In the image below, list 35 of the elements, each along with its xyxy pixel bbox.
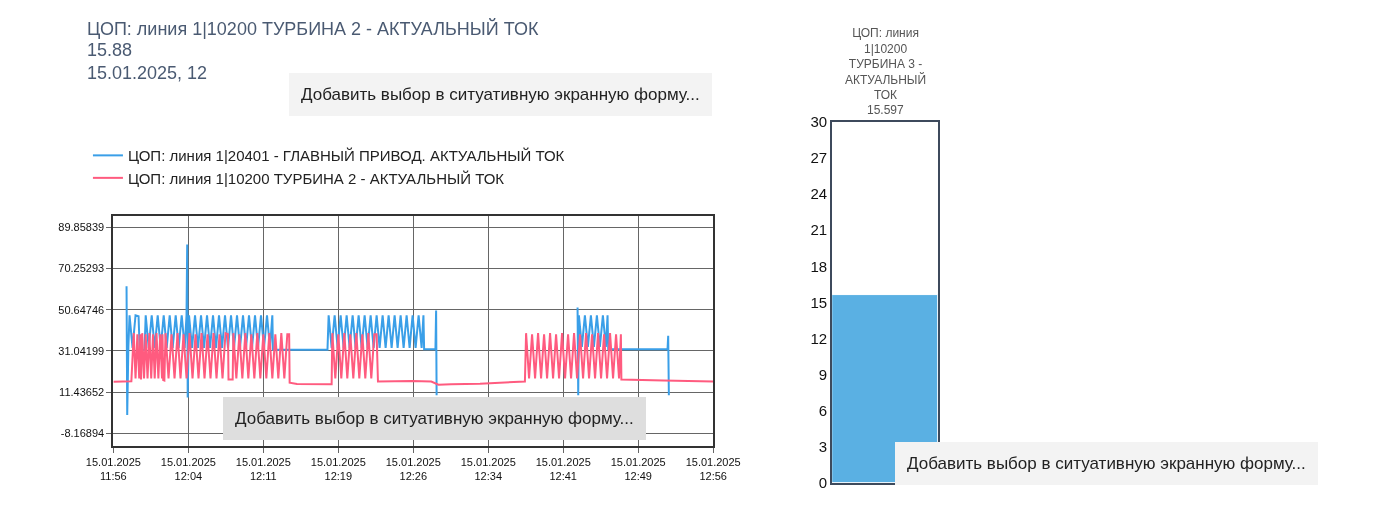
x-tick-label: 15.01.2025 12:26 <box>385 456 441 483</box>
y-tick-label: 89.85839 <box>58 221 105 234</box>
y-tick-label: 50.64746 <box>58 303 105 316</box>
x-tick-label: 15.01.2025 12:56 <box>685 456 741 483</box>
y-tick-label: 15 <box>810 293 828 311</box>
x-tick-label: 15.01.2025 12:04 <box>160 456 216 483</box>
chart-subtitle: 15.88 15.01.2025, 12 <box>87 40 208 84</box>
y-tick-label: 30 <box>810 113 828 131</box>
x-tick-label: 15.01.2025 11:56 <box>85 456 141 483</box>
y-tick-label: 0 <box>818 473 828 491</box>
annotation: Добавить выбор в ситуативную экранную форму... <box>907 454 1306 473</box>
y-tick-label: 31.04199 <box>58 344 105 357</box>
y-tick-label: 9 <box>818 365 828 383</box>
chart-title: ЦОП: линия 1|10200 ТУРБИНА 2 - АКТУАЛЬНЫЙ ТОК <box>87 18 539 39</box>
y-tick-label: 24 <box>810 185 828 203</box>
legend-label: ЦОП: линия 1|20401 - ГЛАВНЫЙ ПРИВОД. АКТУАЛЬНЫЙ ТОК <box>127 147 565 165</box>
x-tick-label: 15.01.2025 12:49 <box>610 456 666 483</box>
y-tick-label: 70.25293 <box>58 262 105 275</box>
x-tick-label: 15.01.2025 12:19 <box>310 456 366 483</box>
y-tick-label: 27 <box>810 149 828 167</box>
y-tick-label: 21 <box>810 221 828 239</box>
y-tick-label: 12 <box>810 329 828 347</box>
y-tick-label: 18 <box>810 257 828 275</box>
x-tick-label: 15.01.2025 12:11 <box>235 456 291 483</box>
y-tick-label: 6 <box>818 401 828 419</box>
chart-title: ЦОП: линия 1|10200 ТУРБИНА 3 - АКТУАЛЬНЫЙ ТОК <box>845 26 927 103</box>
x-tick-label: 15.01.2025 12:41 <box>535 456 591 483</box>
y-tick-label: 3 <box>818 437 828 455</box>
chart-subtitle: 15.597 <box>867 103 905 117</box>
annotation: Добавить выбор в ситуативную экранную форму... <box>235 409 634 428</box>
y-tick-label: -8.16894 <box>60 427 105 440</box>
text: Добавить выбор в ситуативную экранную форму... <box>301 85 700 104</box>
y-tick-label: 11.43652 <box>59 386 105 399</box>
x-tick-label: 15.01.2025 12:34 <box>460 456 516 483</box>
legend-label: ЦОП: линия 1|10200 ТУРБИНА 2 - АКТУАЛЬНЫЙ ТОК <box>127 169 505 187</box>
